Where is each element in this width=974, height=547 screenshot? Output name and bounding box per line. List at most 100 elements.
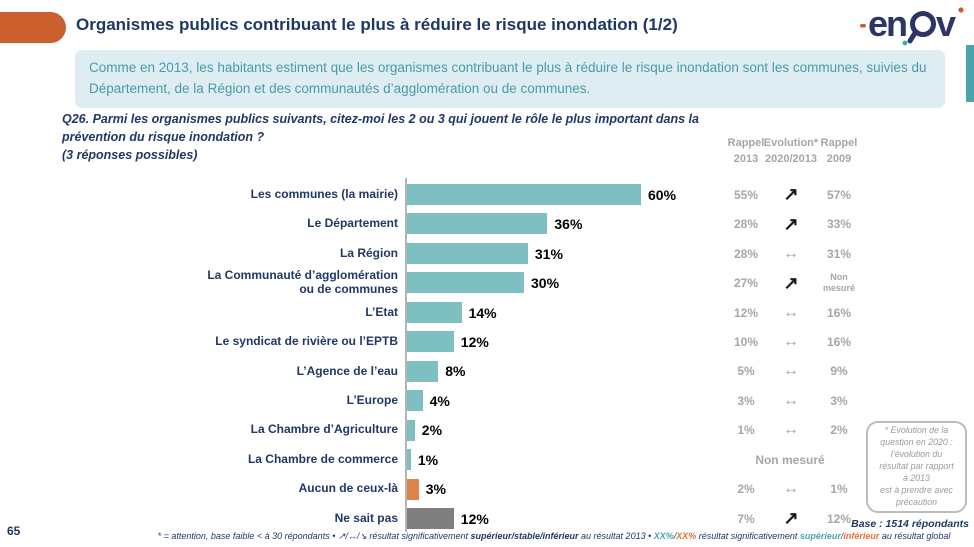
bar: [407, 184, 641, 205]
bar: [407, 360, 439, 382]
bar: [407, 478, 419, 500]
rappel-2009-value: 57%: [826, 187, 852, 202]
bar: [407, 242, 528, 264]
rappel-2013-value: 12%: [733, 305, 759, 320]
value-label: 30%: [531, 275, 560, 292]
value-label: 12%: [460, 333, 489, 350]
base-label: Base : 1514 répondants: [851, 518, 969, 530]
evolution-up-icon: ↗: [783, 508, 799, 529]
question-line-2: (3 réponses possibles): [62, 148, 198, 163]
page-title: Organismes publics contribuant le plus à…: [76, 15, 678, 34]
bar: [407, 419, 415, 441]
evolution-stable-icon: ↔: [783, 480, 799, 498]
category-label: Les communes (la mairie): [250, 186, 398, 201]
rappel-2013-value: 28%: [733, 246, 759, 261]
rappel-2009-value: 16%: [826, 334, 852, 349]
footnote-segment: XX%: [676, 531, 697, 541]
chart-row: L’Europe 4% 3% ↔ 3%: [0, 386, 974, 415]
enov-logo-graphic: en v: [860, 3, 964, 46]
footnote-segment: XX%: [653, 531, 674, 541]
non-mesure-note: Non mesuré: [755, 452, 825, 467]
footnote-segment: supérieur: [799, 531, 841, 541]
value-label: 31%: [534, 245, 563, 262]
evolution-stable-icon: ↔: [783, 421, 799, 439]
rappel-2013-value: 10%: [733, 334, 759, 349]
chart-axis-line: [405, 178, 407, 532]
rappel-2013-value: 5%: [737, 364, 755, 379]
chart-row: Le Département 36% 28% ↗ 33%: [0, 209, 974, 238]
footnote-segment: supérieur/stable/inférieur: [470, 531, 579, 541]
right-accent-bar: [966, 45, 974, 102]
value-label: 12%: [460, 510, 489, 527]
rappel-2009-value: 9%: [830, 364, 848, 379]
page-number: 65: [7, 524, 21, 538]
rappel-2009-value: 12%: [826, 511, 852, 526]
bar: [407, 507, 454, 529]
bar: [407, 390, 423, 412]
rappel-2009-value: 2%: [830, 423, 848, 438]
chart-row: La Chambre d’Agriculture 2% 1% ↔ 2%: [0, 416, 974, 445]
category-label: L’Agence de l’eau: [296, 363, 398, 378]
rappel-2013-value: 55%: [733, 187, 759, 202]
value-label: 14%: [468, 304, 497, 321]
footnote-segment: au résultat global: [879, 531, 951, 541]
value-label: 4%: [429, 392, 450, 409]
chart-row: La Communauté d’agglomération ou de comm…: [0, 268, 974, 297]
category-label: La Chambre d’Agriculture: [250, 422, 398, 437]
value-label: 60%: [648, 186, 677, 203]
enov-logo: en v: [860, 3, 966, 52]
question-line-1: Q26. Parmi les organismes publics suivan…: [62, 112, 699, 145]
rappel-2009-value: 3%: [830, 393, 848, 408]
column-header-rappel-2013: Rappel 2013: [727, 137, 765, 165]
evolution-stable-icon: ↔: [783, 391, 799, 409]
rappel-2013-value: 28%: [733, 217, 759, 232]
chart-row: Les communes (la mairie) 60% 55% ↗ 57%: [0, 180, 974, 209]
rappel-2013-value: 2%: [737, 482, 755, 497]
value-label: 2%: [421, 422, 443, 439]
rappel-2009-value: 33%: [826, 217, 852, 232]
question-text: Q26. Parmi les organismes publics suivan…: [62, 110, 762, 164]
rappel-2009-value: 31%: [826, 246, 852, 261]
bar: [407, 331, 454, 353]
value-label: 36%: [554, 216, 583, 233]
evolution-stable-icon: ↔: [783, 362, 799, 380]
chart-row: L’Agence de l’eau 8% 5% ↔ 9%: [0, 357, 974, 386]
rappel-2013-value: 1%: [737, 423, 755, 438]
evolution-up-icon: ↗: [783, 272, 799, 293]
evolution-stable-icon: ↔: [783, 244, 799, 262]
bar: [407, 301, 462, 323]
category-label: L’Etat: [365, 304, 398, 319]
rappel-2009-value: 1%: [830, 482, 848, 497]
bar: [407, 449, 411, 471]
category-label: Le syndicat de rivière ou l’EPTB: [215, 334, 398, 349]
category-label: La Communauté d’agglomération ou de comm…: [207, 268, 398, 297]
footnote-segment: /: [673, 531, 677, 541]
note-box: * Evolution de la question en 2020 : l’é…: [866, 421, 967, 513]
rappel-2013-value: 3%: [737, 393, 755, 408]
category-label: L’Europe: [346, 392, 398, 407]
chart-row: Ne sait pas 12% 7% ↗ 12%: [0, 504, 974, 533]
rappel-2013-value: 7%: [737, 511, 755, 526]
bar: [407, 213, 548, 235]
chart-row: Aucun de ceux-là 3% 2% ↔ 1%: [0, 475, 974, 504]
chart-row: L’Etat 14% 12% ↔ 16%: [0, 298, 974, 327]
category-label: Le Département: [307, 216, 398, 231]
svg-text:v: v: [936, 3, 956, 44]
summary-box: Comme en 2013, les habitants estiment qu…: [75, 50, 945, 108]
column-header-evolution: Evolution* 2020/2013: [763, 137, 819, 165]
footnote: * = attention, base faible < à 30 répond…: [138, 531, 970, 542]
category-label: Aucun de ceux-là: [298, 481, 398, 496]
footnote-segment: /: [840, 531, 844, 541]
evolution-up-icon: ↗: [783, 213, 799, 234]
rappel-2009-value: 16%: [826, 305, 852, 320]
chart-row: Le syndicat de rivière ou l’EPTB 12% 10% ↔ 1…: [0, 327, 974, 356]
footnote-segment: au résultat 2013 •: [578, 531, 654, 541]
chart-row: La Région 31% 28% ↔ 31%: [0, 239, 974, 268]
footnote-segment: résultat significativement: [696, 531, 800, 541]
footnote-segment: * = attention, base faible < à 30 répond…: [157, 531, 471, 541]
value-label: 8%: [445, 363, 466, 380]
category-label: La Région: [339, 245, 398, 260]
evolution-up-icon: ↗: [783, 184, 799, 205]
category-label: La Chambre de commerce: [247, 451, 398, 466]
